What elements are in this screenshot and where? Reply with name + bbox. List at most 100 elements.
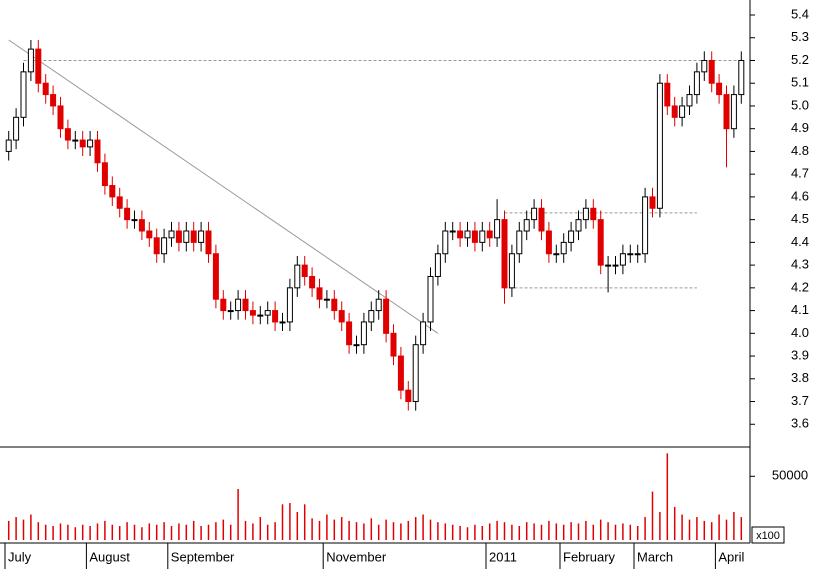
- candle-body: [272, 310, 279, 323]
- candle-body: [412, 344, 419, 403]
- candle-body: [316, 287, 323, 300]
- candle-body: [5, 139, 12, 152]
- y-tick-label: 3.9: [791, 347, 809, 362]
- y-tick-label: 4.0: [791, 325, 809, 340]
- candle-body: [309, 275, 316, 289]
- candle-body: [368, 310, 375, 323]
- candle-body: [323, 298, 330, 301]
- candle-body: [708, 59, 715, 84]
- candle-body: [501, 219, 508, 289]
- candle-body: [205, 230, 212, 255]
- candle-body: [286, 287, 293, 323]
- y-tick-label: 4.3: [791, 257, 809, 272]
- candle-body: [331, 298, 338, 312]
- candle-body: [346, 321, 353, 346]
- candle-body: [79, 139, 86, 148]
- candle-body: [560, 241, 567, 255]
- candle-body: [101, 162, 108, 187]
- y-tick-label: 5.2: [791, 52, 809, 67]
- candle-body: [50, 94, 57, 107]
- y-tick-label: 4.5: [791, 211, 809, 226]
- y-tick-label: 3.8: [791, 370, 809, 385]
- candle-body: [420, 321, 427, 346]
- candle-body: [723, 94, 730, 130]
- candle-body: [619, 253, 626, 266]
- candle-body: [590, 207, 597, 221]
- candle-body: [397, 355, 404, 391]
- candle-body: [338, 310, 345, 323]
- candle-body: [471, 230, 478, 243]
- candle-body: [464, 230, 471, 239]
- candle-body: [264, 310, 271, 316]
- y-tick-label: 4.1: [791, 302, 809, 317]
- candle-body: [390, 332, 397, 357]
- candle-body: [94, 139, 101, 164]
- candle-body: [597, 219, 604, 266]
- candle-body: [442, 230, 449, 255]
- candle-body: [523, 219, 530, 232]
- candle-body: [146, 230, 153, 239]
- candle-body: [375, 298, 382, 312]
- candle-body: [301, 264, 308, 277]
- candle-body: [671, 105, 678, 118]
- candle-body: [664, 82, 671, 107]
- candle-body: [190, 230, 197, 243]
- candle-body: [405, 389, 412, 403]
- x-tick-label: March: [637, 549, 673, 564]
- candle-body: [249, 310, 256, 316]
- y-tick-label: 5.3: [791, 29, 809, 44]
- y-tick-label: 3.7: [791, 393, 809, 408]
- candle-body: [508, 253, 515, 289]
- candle-body: [175, 230, 182, 243]
- candle-body: [360, 321, 367, 346]
- candle-body: [183, 230, 190, 243]
- candle-body: [457, 230, 464, 239]
- candle-body: [427, 275, 434, 323]
- y-tick-label: 4.8: [791, 143, 809, 158]
- candle-body: [42, 82, 49, 96]
- candle-body: [220, 298, 227, 312]
- trendline: [8, 39, 439, 334]
- candle-body: [212, 253, 219, 300]
- volume-tick-label: 50000: [772, 468, 808, 483]
- candle-body: [87, 139, 94, 148]
- x-tick-label: September: [171, 549, 235, 564]
- candle-body: [538, 207, 545, 232]
- unit-box: [751, 526, 785, 544]
- candle-body: [545, 230, 552, 255]
- candle-body: [131, 219, 138, 222]
- candle-body: [383, 298, 390, 334]
- candle-body: [575, 219, 582, 232]
- x-tick-label: August: [89, 549, 130, 564]
- candle-body: [35, 48, 42, 84]
- candle-body: [716, 82, 723, 96]
- candle-body: [109, 185, 116, 198]
- candle-body: [161, 237, 168, 255]
- y-tick-label: 4.2: [791, 279, 809, 294]
- x-tick-label: November: [326, 549, 387, 564]
- candle-body: [693, 71, 700, 96]
- candle-body: [634, 253, 641, 256]
- candle-body: [449, 230, 456, 233]
- candle-body: [486, 230, 493, 239]
- x-tick-label: 2011: [489, 549, 517, 564]
- candle-body: [531, 207, 538, 221]
- candle-body: [627, 253, 634, 256]
- y-tick-label: 4.7: [791, 166, 809, 181]
- y-tick-label: 4.6: [791, 188, 809, 203]
- x-tick-label: July: [8, 549, 32, 564]
- unit-label: x100: [756, 530, 780, 542]
- candle-body: [642, 196, 649, 255]
- candle-body: [168, 230, 175, 239]
- candle-body: [738, 59, 745, 96]
- candle-body: [605, 264, 612, 267]
- candle-body: [612, 264, 619, 267]
- candle-body: [656, 82, 663, 209]
- candle-body: [279, 321, 286, 324]
- candle-body: [242, 298, 249, 312]
- candle-body: [153, 237, 160, 255]
- y-tick-label: 5.1: [791, 75, 809, 90]
- candle-body: [257, 314, 264, 317]
